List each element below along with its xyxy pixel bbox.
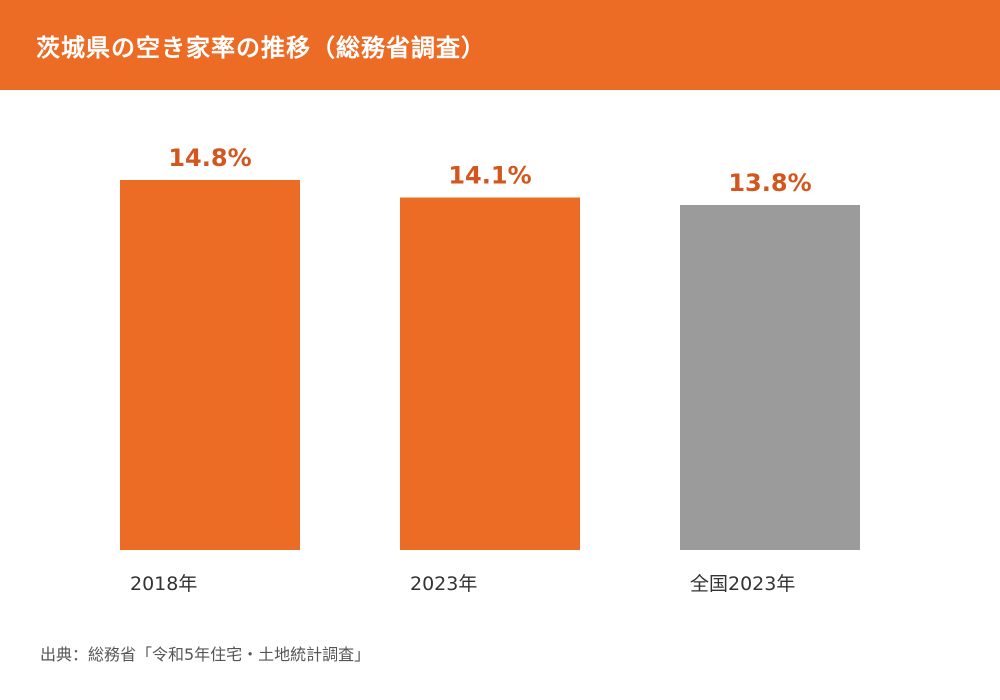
bar-1 (120, 180, 300, 550)
category-label-1: 2018年 (130, 573, 197, 595)
bar-2 (400, 197, 580, 550)
category-label-2: 2023年 (410, 573, 477, 595)
category-label-3: 全国2023年 (690, 573, 795, 595)
value-label-1: 14.8% (168, 144, 251, 172)
bar-3 (680, 205, 860, 550)
chart-title: 茨城県の空き家率の推移（総務省調査） (36, 34, 486, 62)
value-label-3: 13.8% (728, 169, 811, 197)
value-label-2: 14.1% (448, 162, 531, 190)
title-banner: 茨城県の空き家率の推移（総務省調査） (0, 0, 1000, 90)
source-note: 出典：総務省「令和5年住宅・土地統計調査」 (40, 645, 371, 664)
